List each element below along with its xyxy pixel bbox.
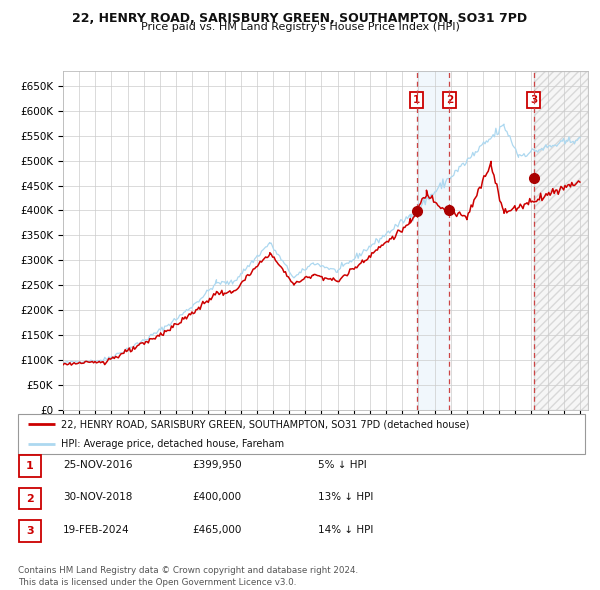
Text: 22, HENRY ROAD, SARISBURY GREEN, SOUTHAMPTON, SO31 7PD: 22, HENRY ROAD, SARISBURY GREEN, SOUTHAM… bbox=[73, 12, 527, 25]
FancyBboxPatch shape bbox=[19, 455, 41, 477]
Text: 3: 3 bbox=[26, 526, 34, 536]
FancyBboxPatch shape bbox=[19, 520, 41, 542]
Text: 1: 1 bbox=[26, 461, 34, 471]
Text: £399,950: £399,950 bbox=[192, 460, 242, 470]
Text: 14% ↓ HPI: 14% ↓ HPI bbox=[318, 525, 373, 535]
Text: 13% ↓ HPI: 13% ↓ HPI bbox=[318, 493, 373, 502]
FancyBboxPatch shape bbox=[19, 488, 41, 509]
Text: 30-NOV-2018: 30-NOV-2018 bbox=[63, 493, 133, 502]
Text: Price paid vs. HM Land Registry's House Price Index (HPI): Price paid vs. HM Land Registry's House … bbox=[140, 22, 460, 32]
Text: 1: 1 bbox=[413, 94, 421, 104]
Text: Contains HM Land Registry data © Crown copyright and database right 2024.
This d: Contains HM Land Registry data © Crown c… bbox=[18, 566, 358, 587]
Text: £400,000: £400,000 bbox=[192, 493, 241, 502]
Text: 5% ↓ HPI: 5% ↓ HPI bbox=[318, 460, 367, 470]
Text: 2: 2 bbox=[26, 494, 34, 503]
Bar bbox=[417, 71, 449, 410]
Text: 25-NOV-2016: 25-NOV-2016 bbox=[63, 460, 133, 470]
FancyBboxPatch shape bbox=[18, 414, 585, 454]
Bar bbox=[533, 71, 588, 410]
Text: 3: 3 bbox=[530, 94, 537, 104]
Text: 22, HENRY ROAD, SARISBURY GREEN, SOUTHAMPTON, SO31 7PD (detached house): 22, HENRY ROAD, SARISBURY GREEN, SOUTHAM… bbox=[61, 419, 469, 429]
Text: 19-FEB-2024: 19-FEB-2024 bbox=[63, 525, 130, 535]
Text: 2: 2 bbox=[446, 94, 453, 104]
Text: HPI: Average price, detached house, Fareham: HPI: Average price, detached house, Fare… bbox=[61, 440, 284, 449]
Text: £465,000: £465,000 bbox=[192, 525, 241, 535]
